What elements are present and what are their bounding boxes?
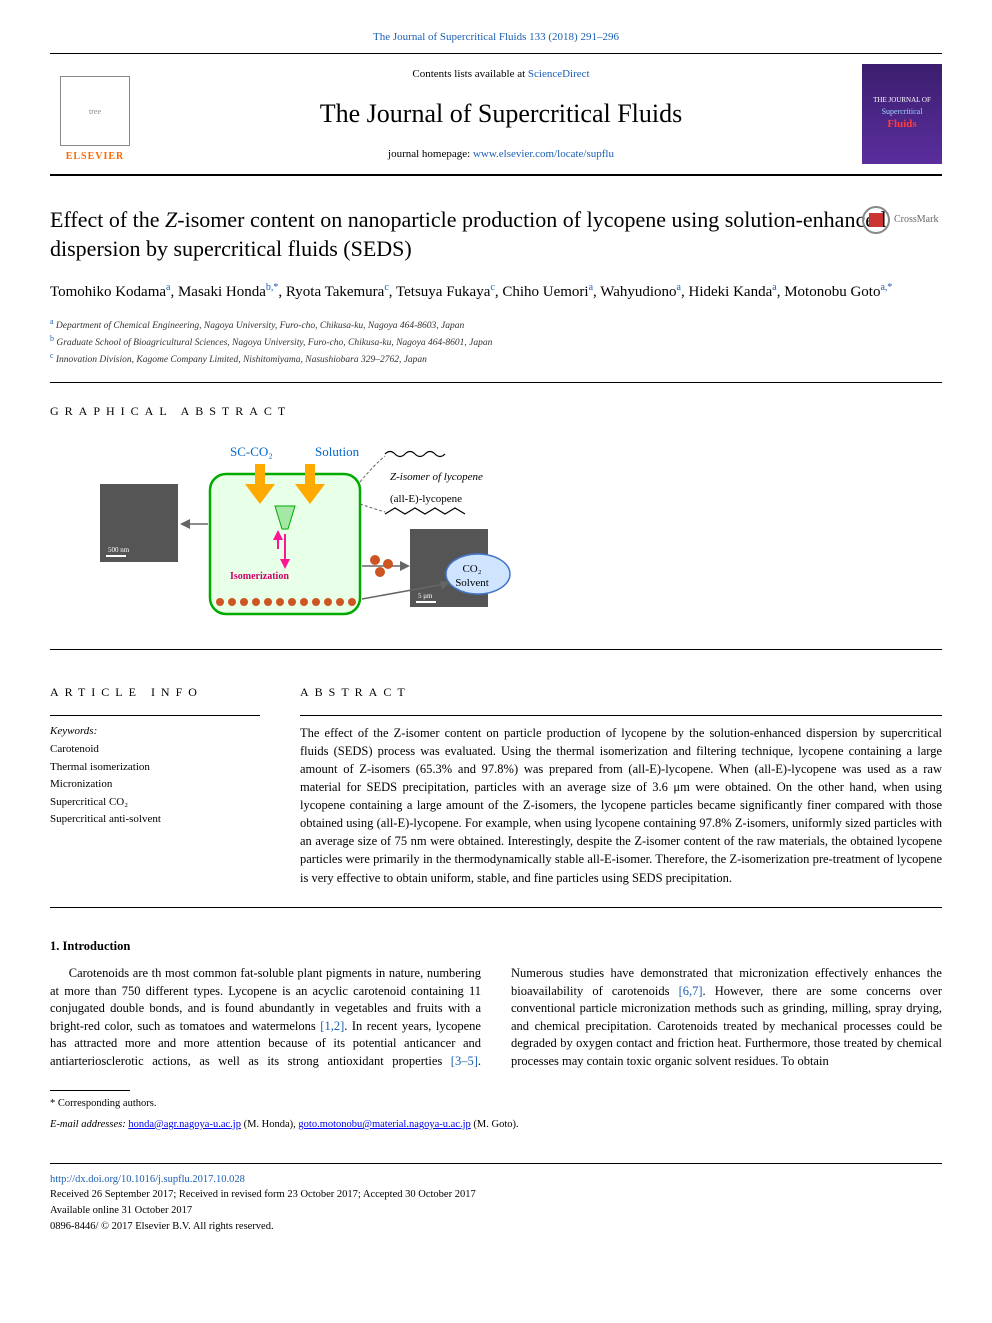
graphical-abstract: 500 nm 5 μm SC-CO₂ Solution Z-isomer of … [100,434,942,629]
all-e-label: (all-E)-lycopene [390,493,462,505]
affiliation: b Graduate School of Bioagricultural Sci… [50,333,942,350]
keyword: Micronization [50,776,260,794]
homepage-link[interactable]: www.elsevier.com/locate/supflu [473,148,614,160]
intro-p2a: antiarteriosclerotic actions, as well as… [50,1054,451,1068]
footer: http://dx.doi.org/10.1016/j.supflu.2017.… [50,1163,942,1235]
keywords-list: CarotenoidThermal isomerizationMicroniza… [50,741,260,829]
separator [50,649,942,650]
keyword: Supercritical CO₂ [50,794,260,812]
contents-line: Contents lists available at ScienceDirec… [140,67,862,82]
abstract-heading: ABSTRACT [300,684,942,701]
separator [50,715,260,716]
cite-6-7[interactable]: [6,7] [679,984,703,998]
affiliation: a Department of Chemical Engineering, Na… [50,316,942,333]
homepage-prefix: journal homepage: [388,148,473,160]
journal-ref: The Journal of Supercritical Fluids 133 … [50,30,942,45]
email-1[interactable]: honda@agr.nagoya-u.ac.jp [128,1119,241,1130]
keyword: Carotenoid [50,741,260,759]
cite-3-5[interactable]: [3–5] [451,1054,478,1068]
footnote-rule [50,1090,130,1091]
scale-right: 5 μm [418,592,433,600]
copyright-line: 0896-8446/ © 2017 Elsevier B.V. All righ… [50,1221,274,1232]
separator [50,907,942,908]
graphical-abstract-heading: GRAPHICAL ABSTRACT [50,403,942,420]
received-line: Received 26 September 2017; Received in … [50,1189,476,1200]
corresponding-note: * Corresponding authors. E-mail addresse… [50,1090,942,1132]
email-2[interactable]: goto.motonobu@material.nagoya-u.ac.jp [298,1119,470,1130]
separator [50,382,942,383]
abstract-text: The effect of the Z-isomer content on pa… [300,724,942,887]
cover-line2: Supercritical [882,106,923,117]
z-isomer-label: Z-isomer of lycopene [390,471,483,483]
journal-title: The Journal of Supercritical Fluids [140,96,862,132]
keyword: Thermal isomerization [50,759,260,777]
co2-label: CO₂ [462,563,481,575]
solvent-label: Solvent [455,577,489,589]
affiliations: a Department of Chemical Engineering, Na… [50,316,942,368]
doi-link[interactable]: http://dx.doi.org/10.1016/j.supflu.2017.… [50,1174,245,1185]
graphical-abstract-svg: 500 nm 5 μm SC-CO₂ Solution Z-isomer of … [100,434,560,624]
elsevier-tree-icon: tree [60,76,130,146]
crossmark-label: CrossMark [894,213,938,227]
available-line: Available online 31 October 2017 [50,1205,192,1216]
intro-p2b: . Numerous studies have demonstrated tha… [478,966,942,1068]
crossmark-badge[interactable]: CrossMark [862,206,942,234]
separator [300,715,942,716]
keywords-label: Keywords: [50,724,260,739]
corr-authors: * Corresponding authors. [50,1097,942,1112]
scco2-label: SC-CO₂ [230,444,273,459]
affiliation: c Innovation Division, Kagome Company Li… [50,350,942,367]
cover-line3: Fluids [887,117,916,132]
elsevier-logo: tree ELSEVIER [50,64,140,164]
email-1-name: (M. Honda), [241,1119,298,1130]
intro-heading: 1. Introduction [50,938,942,956]
cite-1-2[interactable]: [1,2] [320,1019,344,1033]
article-info-heading: ARTICLE INFO [50,684,260,701]
email-label: E-mail addresses: [50,1119,128,1130]
emails: E-mail addresses: honda@agr.nagoya-u.ac.… [50,1118,942,1133]
z-isomer-molecule [385,451,445,456]
keyword: Supercritical anti-solvent [50,811,260,829]
article-title: Effect of the Z-isomer content on nanopa… [50,206,942,263]
authors: Tomohiko Kodamaa, Masaki Hondab,*, Ryota… [50,280,942,304]
all-e-molecule [385,508,465,514]
cover-line1: THE JOURNAL OF [873,96,931,106]
sciencedirect-link[interactable]: ScienceDirect [528,68,590,80]
scale-left: 500 nm [108,546,130,554]
isomerization-label: Isomerization [230,571,289,582]
journal-cover: THE JOURNAL OF Supercritical Fluids [862,64,942,164]
homepage-line: journal homepage: www.elsevier.com/locat… [140,147,862,162]
contents-prefix: Contents lists available at [412,68,527,80]
elsevier-label: ELSEVIER [66,150,125,164]
header-bar: tree ELSEVIER Contents lists available a… [50,53,942,176]
solution-label: Solution [315,444,360,459]
email-2-name: (M. Goto). [471,1119,519,1130]
intro-body: Carotenoids are th most common fat-solub… [50,965,942,1070]
crossmark-icon [862,206,890,234]
